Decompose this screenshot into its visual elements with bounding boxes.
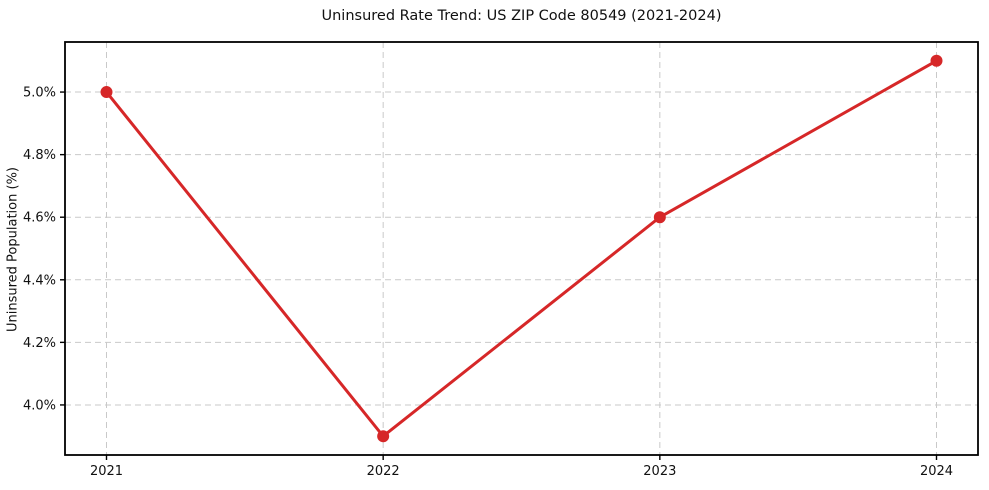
y-tick-label: 4.4% [23, 273, 56, 288]
data-point [930, 54, 943, 67]
data-point [377, 430, 390, 443]
y-tick-label: 4.2% [23, 336, 56, 351]
y-tick-label: 5.0% [23, 86, 56, 101]
plot-border [64, 41, 979, 456]
trend-line [105, 59, 938, 438]
data-point [100, 86, 113, 99]
y-tick-label: 4.8% [23, 148, 56, 163]
x-tick-label: 2022 [367, 464, 400, 479]
y-tick-label: 4.0% [23, 398, 56, 413]
x-tick-label: 2023 [643, 464, 676, 479]
x-tick-label: 2021 [90, 464, 123, 479]
x-tick-label: 2024 [920, 464, 953, 479]
y-tick-label: 4.6% [23, 211, 56, 226]
data-point [653, 211, 666, 224]
chart-title: Uninsured Rate Trend: US ZIP Code 80549 … [321, 8, 722, 24]
